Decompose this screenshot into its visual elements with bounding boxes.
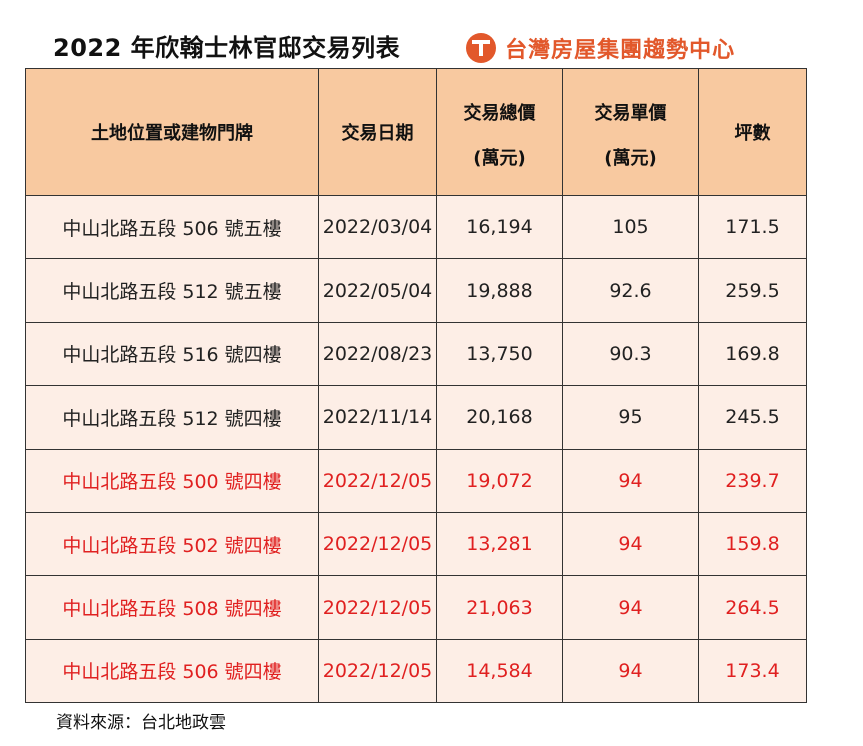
header-unit-price: 交易單價 (萬元) (562, 68, 699, 196)
cell-area: 259.5 (698, 258, 807, 323)
cell-date: 2022/11/14 (318, 385, 437, 450)
brand-name: 台灣房屋集團趨勢中心 (505, 38, 736, 63)
table-row: 中山北路五段 508 號四樓 2022/12/05 21,063 94 264.5 (25, 575, 807, 640)
cell-date: 2022/12/05 (318, 575, 437, 640)
cell-date: 2022/12/05 (318, 638, 437, 704)
table-row: 中山北路五段 506 號四樓 2022/12/05 14,584 94 173.4 (25, 638, 807, 704)
cell-address: 中山北路五段 506 號五樓 (25, 194, 319, 260)
cell-address: 中山北路五段 512 號四樓 (25, 385, 319, 450)
cell-address: 中山北路五段 516 號四樓 (25, 321, 319, 387)
cell-address: 中山北路五段 502 號四樓 (25, 511, 319, 577)
cell-area: 171.5 (698, 194, 807, 260)
cell-address: 中山北路五段 508 號四樓 (25, 575, 319, 640)
table-row: 中山北路五段 506 號五樓 2022/03/04 16,194 105 171.5 (25, 194, 807, 260)
cell-total: 19,072 (436, 448, 563, 513)
cell-total: 19,888 (436, 258, 563, 323)
table-row: 中山北路五段 516 號四樓 2022/08/23 13,750 90.3 169.8 (25, 321, 807, 387)
table-row: 中山北路五段 502 號四樓 2022/12/05 13,281 94 159.8 (25, 511, 807, 577)
header-area: 坪數 (698, 68, 807, 196)
cell-unit: 90.3 (562, 321, 699, 387)
cell-unit: 105 (562, 194, 699, 260)
cell-unit: 94 (562, 575, 699, 640)
cell-unit: 94 (562, 511, 699, 577)
cell-total: 14,584 (436, 638, 563, 704)
transaction-table: 土地位置或建物門牌 交易日期 交易總價 (萬元) 交易單價 (萬元) 坪數 中山… (25, 68, 807, 704)
header-total-unit: (萬元) (473, 148, 526, 169)
taiwan-realty-logo-icon (466, 33, 496, 63)
header-total: 交易總價 (萬元) (436, 68, 563, 196)
cell-total: 13,750 (436, 321, 563, 387)
source-footnote: 資料來源：台北地政雲 (56, 713, 226, 733)
cell-unit: 95 (562, 385, 699, 450)
cell-area: 173.4 (698, 638, 807, 704)
brand: 台灣房屋集團趨勢中心 (466, 32, 736, 63)
cell-total: 16,194 (436, 194, 563, 260)
cell-total: 13,281 (436, 511, 563, 577)
cell-address: 中山北路五段 500 號四樓 (25, 448, 319, 513)
header-address: 土地位置或建物門牌 (25, 68, 319, 196)
cell-unit: 94 (562, 448, 699, 513)
header-row: 土地位置或建物門牌 交易日期 交易總價 (萬元) 交易單價 (萬元) 坪數 (25, 68, 807, 196)
cell-area: 159.8 (698, 511, 807, 577)
cell-area: 245.5 (698, 385, 807, 450)
page-title: 2022 年欣翰士林官邸交易列表 (53, 34, 401, 62)
cell-date: 2022/12/05 (318, 448, 437, 513)
table-body: 中山北路五段 506 號五樓 2022/03/04 16,194 105 171.5 中山… (25, 194, 807, 704)
header-date: 交易日期 (318, 68, 437, 196)
cell-date: 2022/05/04 (318, 258, 437, 323)
cell-date: 2022/03/04 (318, 194, 437, 260)
header-unit-price-unit: (萬元) (604, 148, 657, 169)
cell-address: 中山北路五段 512 號五樓 (25, 258, 319, 323)
cell-address: 中山北路五段 506 號四樓 (25, 638, 319, 704)
cell-date: 2022/12/05 (318, 511, 437, 577)
table-row: 中山北路五段 500 號四樓 2022/12/05 19,072 94 239.7 (25, 448, 807, 513)
cell-total: 20,168 (436, 385, 563, 450)
cell-area: 264.5 (698, 575, 807, 640)
header: 2022 年欣翰士林官邸交易列表 台灣房屋集團趨勢中心 (0, 26, 863, 66)
cell-unit: 94 (562, 638, 699, 704)
cell-date: 2022/08/23 (318, 321, 437, 387)
cell-total: 21,063 (436, 575, 563, 640)
header-unit-price-label: 交易單價 (594, 103, 667, 124)
table-row: 中山北路五段 512 號五樓 2022/05/04 19,888 92.6 259.5 (25, 258, 807, 323)
header-total-label: 交易總價 (463, 103, 536, 124)
table-row: 中山北路五段 512 號四樓 2022/11/14 20,168 95 245.5 (25, 385, 807, 450)
cell-area: 169.8 (698, 321, 807, 387)
cell-unit: 92.6 (562, 258, 699, 323)
cell-area: 239.7 (698, 448, 807, 513)
